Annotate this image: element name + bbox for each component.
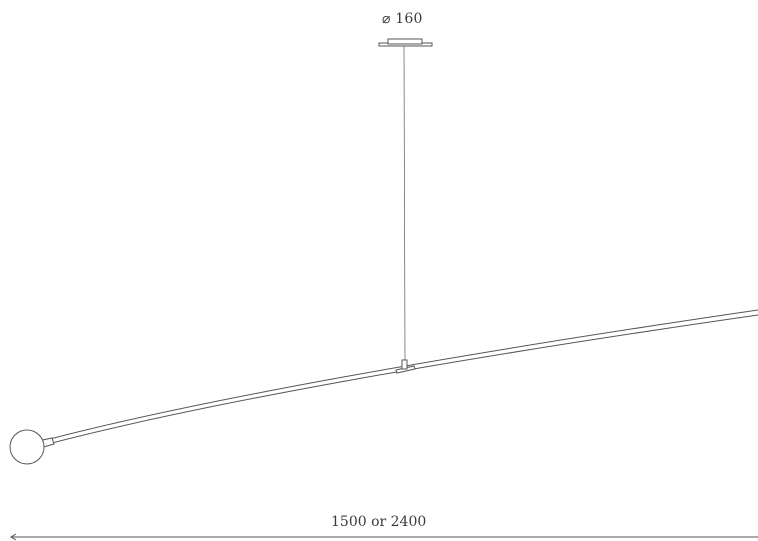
suspension-wire [403, 45, 406, 363]
width-dimension-label: 1500 or 2400 [331, 514, 427, 530]
canopy-diameter-label: ⌀ 160 [382, 11, 423, 27]
arm-edge-bottom [51, 314, 758, 444]
bulb-globe-icon [9, 429, 45, 465]
dimension-arrow-left-icon [10, 533, 17, 541]
canopy-cup [387, 38, 423, 45]
width-dimension [10, 533, 758, 541]
ceiling-canopy [378, 38, 433, 47]
arm-connector [395, 359, 416, 374]
lamp-arm [49, 309, 758, 444]
arm-edge-top [49, 309, 758, 440]
bulb [9, 429, 55, 465]
